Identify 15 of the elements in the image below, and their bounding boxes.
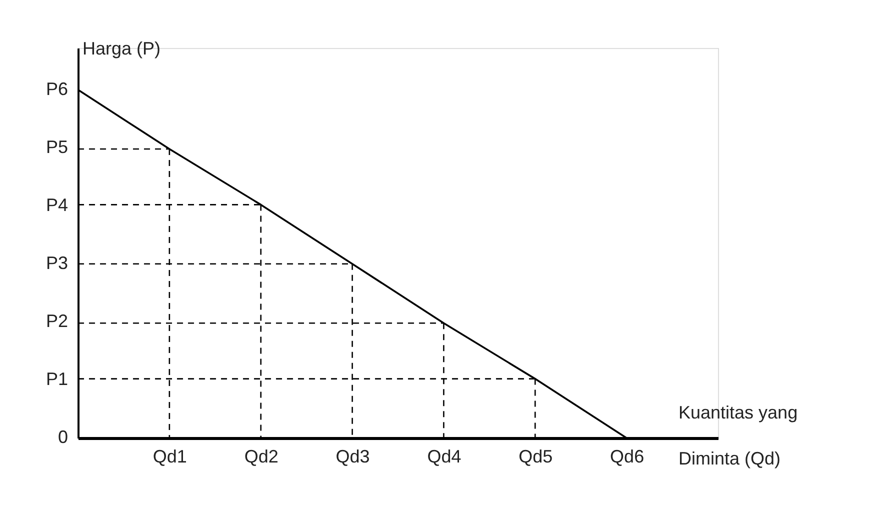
text: Kuantitas yang Diminta (Qd) [678,402,798,468]
x-tick-label: Qd6 [610,446,644,466]
text: P5 [46,136,68,157]
x-tick-label: Qd5 [518,446,553,466]
text: P6 [46,78,68,99]
y-axis-title: Harga (P) [82,38,161,58]
text: P3 [46,252,68,273]
x-tick-label: Qd3 [336,446,370,466]
text: P4 [46,194,68,215]
x-tick-label: Qd1 [152,446,187,466]
text: P1 [46,368,68,389]
text: 0 [58,427,68,447]
text: P2 [46,310,68,331]
x-tick-label: Qd2 [244,446,278,466]
x-tick-label: Qd4 [427,446,462,466]
